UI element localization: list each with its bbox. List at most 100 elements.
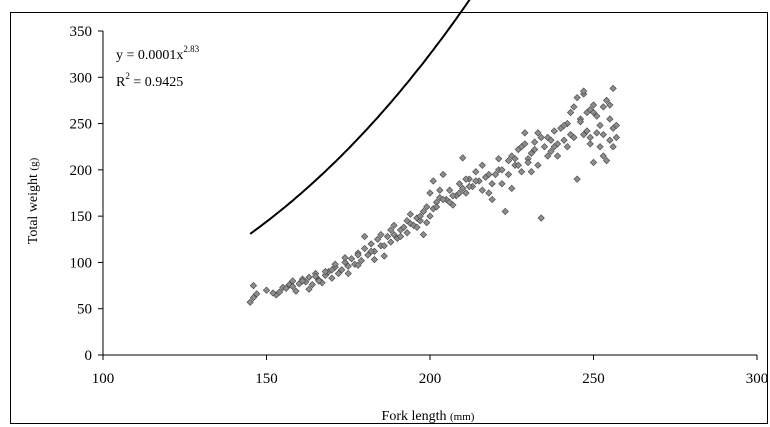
data-point [380,242,388,250]
x-ticks: 100 150 200 250 300 [92,355,768,387]
data-point [253,290,261,298]
data-point [439,170,447,179]
data-point [602,96,611,105]
data-point [560,121,568,130]
data-point [334,269,343,278]
data-point [596,121,604,130]
data-point [354,261,362,269]
y-tick-label: 100 [70,255,93,271]
data-point [262,286,271,294]
data-point [602,156,611,165]
data-point [495,155,503,163]
data-point [570,133,578,142]
data-point [537,214,545,222]
data-point [580,131,588,139]
r2-prefix: R [116,75,126,90]
data-point [449,192,457,200]
data-point [426,189,434,197]
data-point [606,115,614,123]
data-point [531,138,539,146]
data-point [455,189,464,197]
data-point [390,221,398,230]
data-point [459,184,467,192]
y-tick-label: 150 [70,209,93,225]
data-point [586,140,594,148]
data-point [311,272,320,280]
data-point [472,177,480,185]
data-point [289,282,297,291]
data-point [593,112,601,120]
data-point [488,180,496,188]
x-axis-unit: (mm) [450,411,475,423]
data-point [439,195,447,204]
data-point [387,238,395,246]
data-point [423,218,431,227]
data-point [328,274,336,282]
data-point [501,207,509,216]
data-point [606,101,614,109]
data-point [504,156,513,165]
data-point [429,177,437,185]
data-point [308,281,316,289]
y-axis-title: Total weight [26,174,41,244]
data-point [498,180,506,188]
data-point [583,127,591,135]
data-point [514,161,522,169]
y-tick-label: 200 [70,163,93,179]
data-point [534,161,542,169]
data-point [275,288,284,296]
data-point [387,226,395,234]
data-point [550,143,558,151]
data-point [321,268,329,276]
data-point [537,133,545,142]
data-point [455,180,464,188]
data-point [547,147,555,155]
x-tick-label: 200 [419,371,442,387]
data-point [586,106,594,114]
data-point [364,251,372,259]
data-point [269,289,277,297]
data-point [524,158,532,167]
data-point [380,252,388,260]
data-point [521,140,529,148]
data-point [527,168,535,176]
x-tick-label: 150 [255,371,278,387]
data-point [609,143,617,151]
data-point [550,127,558,135]
data-point [436,194,444,202]
data-point [531,145,539,154]
r-squared: R2 = 0.9425 [116,71,183,90]
data-point [521,129,529,137]
data-point [249,293,258,302]
data-point [465,182,473,191]
r2-exponent: 2 [125,71,130,81]
data-point [462,175,470,183]
y-axis-unit: (g) [28,157,40,170]
data-point [517,168,526,176]
data-point [560,136,568,144]
y-tick-label: 50 [77,302,92,318]
y-axis-label: Total weight (g) [26,157,41,244]
data-point [426,212,434,220]
data-point [612,121,621,130]
data-point [416,212,424,220]
data-points [246,84,621,306]
trendline-equation: y = 0.0001x2.83 [116,44,200,63]
data-point [419,207,428,216]
data-point [596,143,604,151]
x-axis-label: Fork length (mm) [382,409,475,424]
data-point [328,266,336,274]
r2-value: = 0.9425 [130,75,183,90]
data-point [566,131,575,139]
data-point [423,203,431,211]
data-point [576,118,585,126]
data-point [609,84,617,93]
data-point [282,284,290,292]
data-point [491,170,500,179]
data-point [285,281,294,289]
data-point [246,298,254,306]
data-point [292,287,300,295]
data-point [367,240,375,248]
data-point [436,186,444,194]
data-point [504,170,513,179]
